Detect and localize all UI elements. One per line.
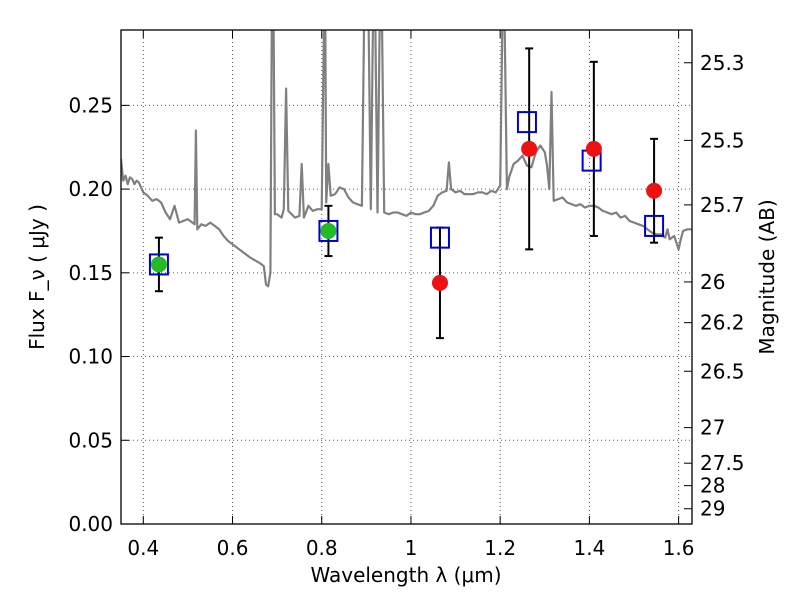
model-flux-square [318,219,339,242]
y-axis-label: Flux F_ν ( μJy ) [25,204,49,350]
y2-tick-label: 25.7 [700,193,745,217]
y2-tick-label: 29 [700,497,725,521]
axis-ticks [121,30,692,525]
plot-frame [120,29,693,525]
model-spectrum-line [121,30,692,288]
x-tick-label: 1 [405,536,418,560]
observed-flux-point [646,182,663,199]
observed-flux-point [431,274,448,291]
y-tick-label: 0.25 [68,93,113,117]
model-flux-square [644,214,665,237]
y2-tick-label: 25.3 [700,51,745,75]
y2-tick-label: 26.5 [700,359,745,383]
y-tick-labels: 0.00 0.05 0.10 0.15 0.20 0.25 [68,93,113,536]
y2-tick-label: 25.5 [700,128,745,152]
observed-flux-point [521,140,538,157]
x-tick-labels: 0.4 0.6 0.8 1 1.2 1.4 1.6 [127,536,694,560]
y-tick-label: 0.10 [68,345,113,369]
x-tick-label: 1.2 [484,536,516,560]
observed-flux-point [150,256,167,273]
observed-flux-point [585,140,602,157]
x-tick-label: 0.4 [127,536,159,560]
y2-tick-label: 26.2 [700,311,745,335]
plot-area [121,30,692,288]
observed-flux-point [320,222,337,239]
y2-axis-label: Magnitude (AB) [755,199,779,354]
y2-tick-label: 28 [700,474,725,498]
x-tick-label: 1.4 [573,536,605,560]
model-flux-square [516,111,537,134]
y2-tick-label: 27 [700,416,725,440]
data-marks [148,47,665,340]
y2-tick-label: 26 [700,270,725,294]
x-tick-label: 1.6 [663,536,695,560]
y-tick-label: 0.15 [68,261,113,285]
x-tick-label: 0.8 [306,536,338,560]
x-axis-label: Wavelength λ (μm) [310,563,501,587]
y-tick-label: 0.00 [68,512,113,536]
model-flux-square [148,253,169,276]
y2-tick-label: 27.5 [700,451,745,475]
x-tick-label: 0.6 [217,536,249,560]
y-tick-label: 0.05 [68,428,113,452]
y-tick-label: 0.20 [68,177,113,201]
model-flux-square [429,226,450,249]
